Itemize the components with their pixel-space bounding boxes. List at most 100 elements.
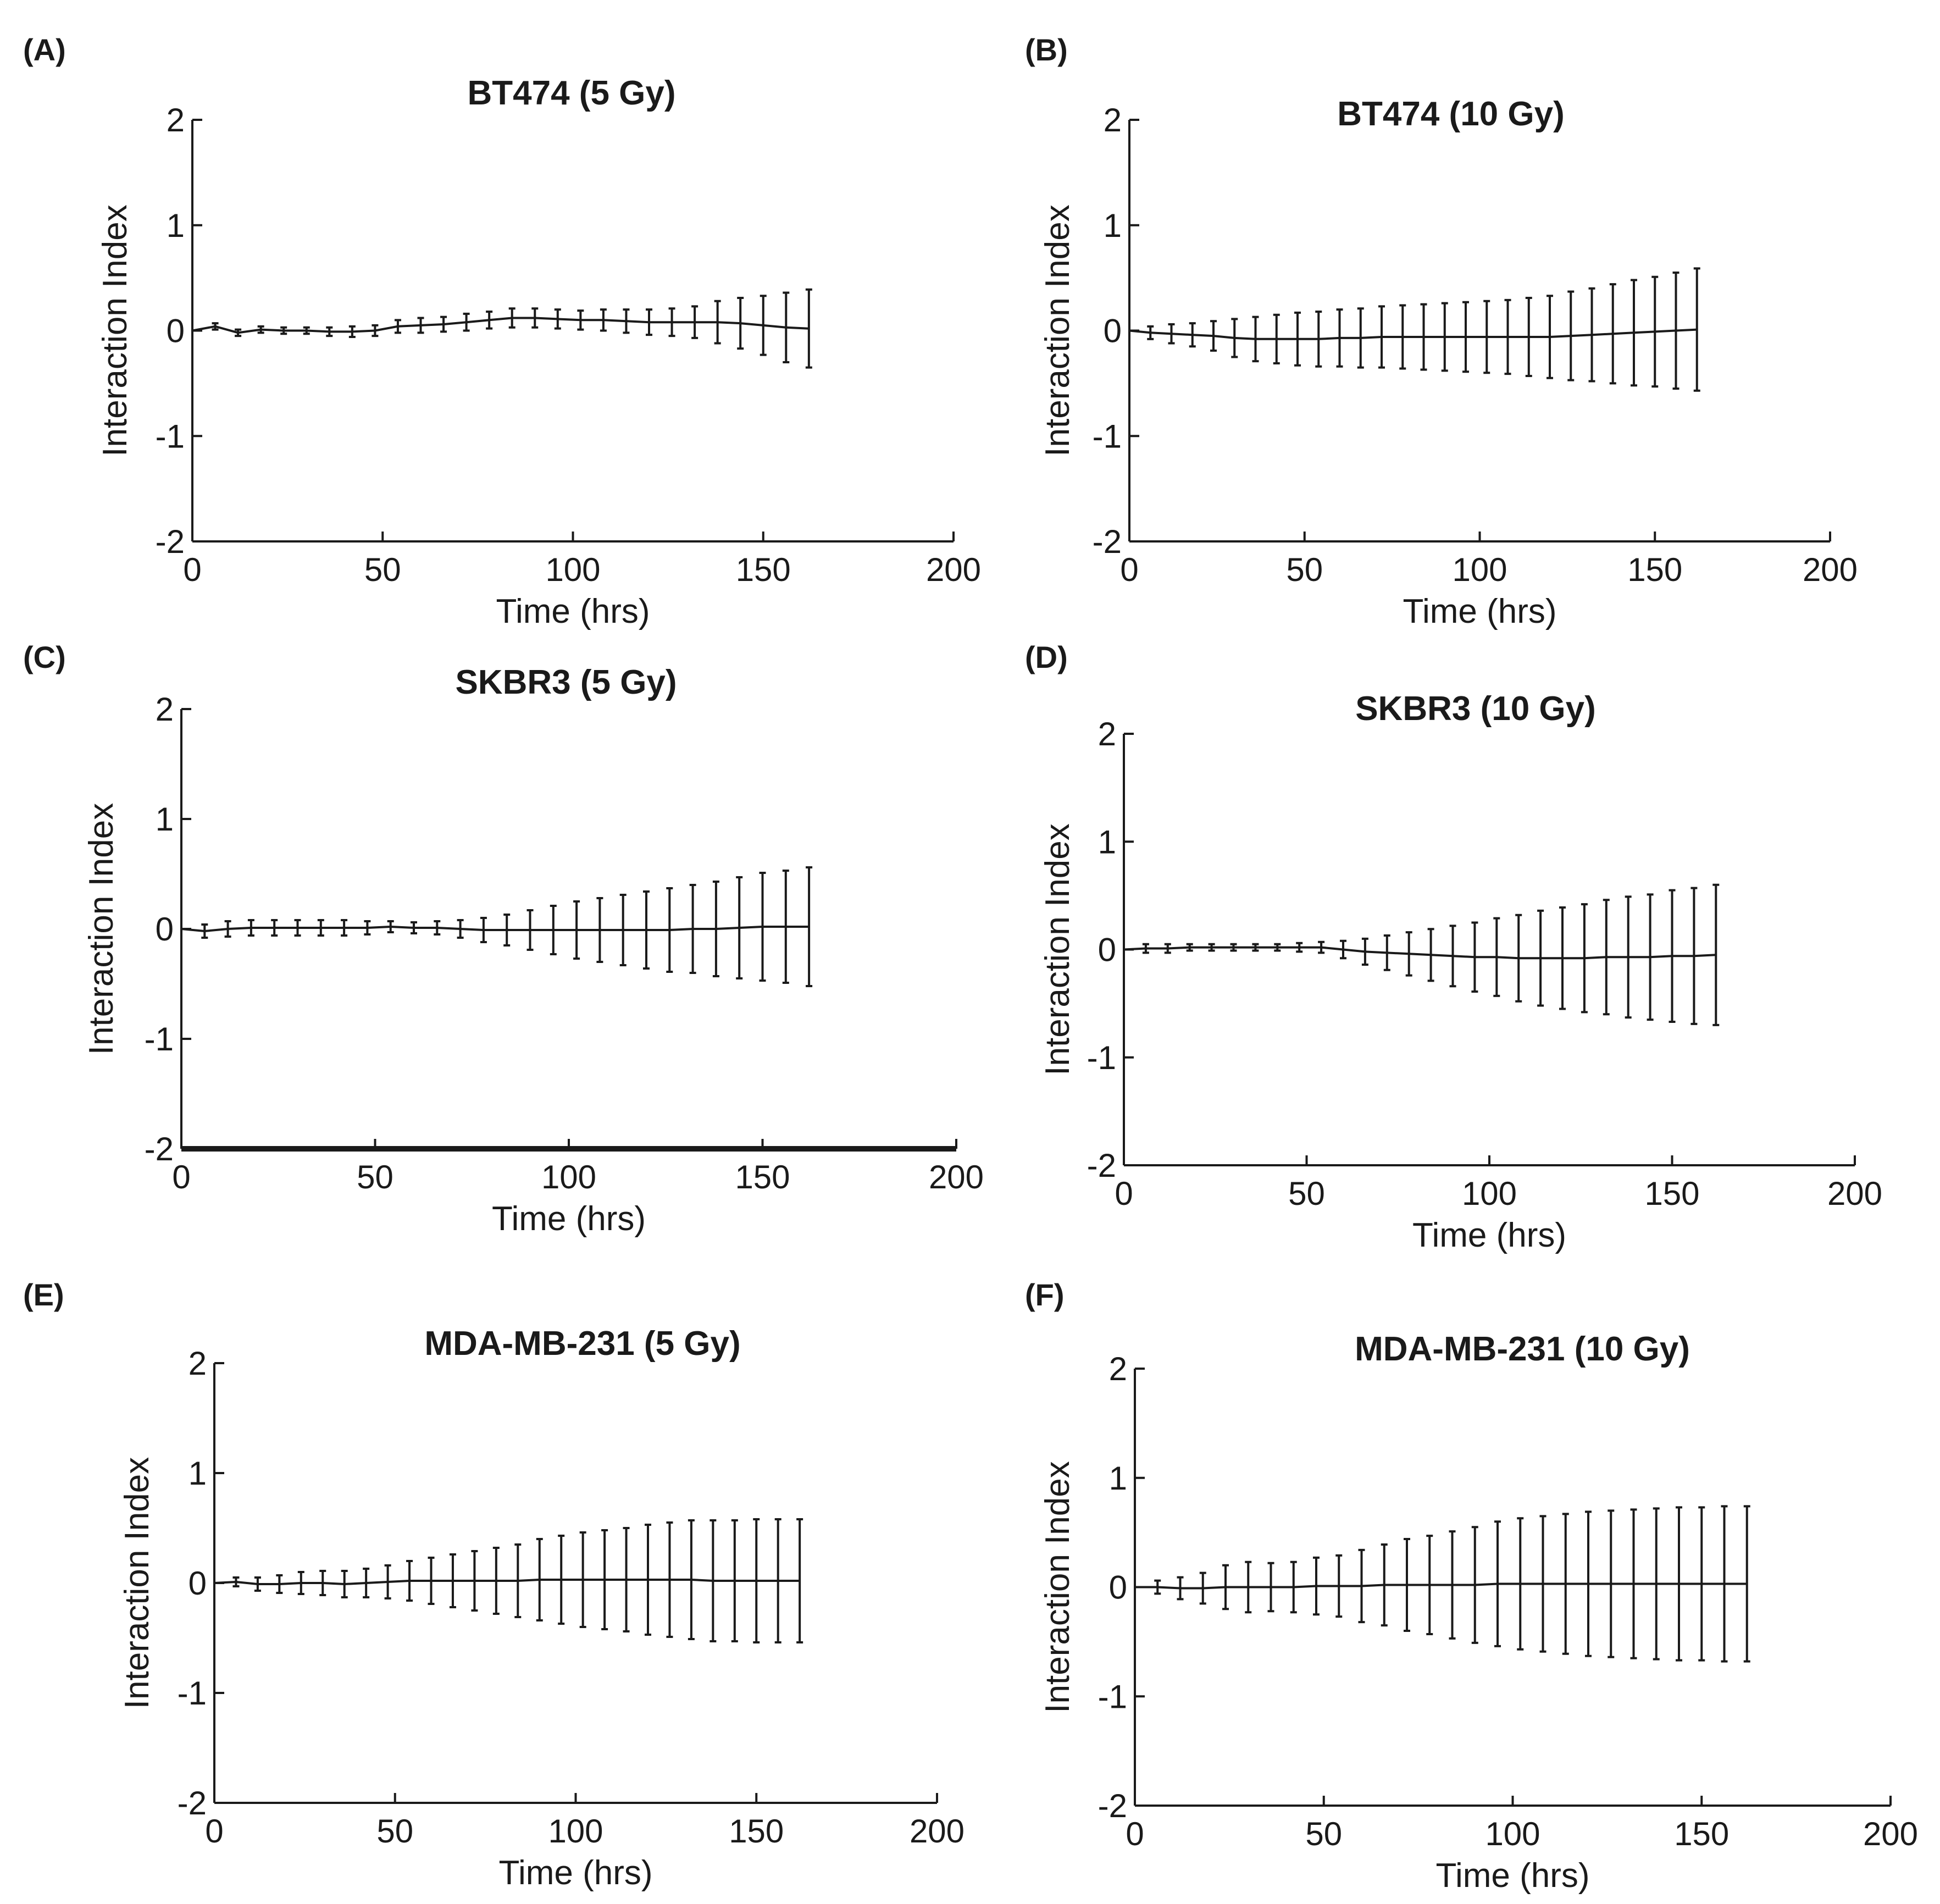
error-bar: [1585, 1510, 1592, 1657]
error-bar: [1462, 301, 1469, 373]
y-tick-label: -1: [145, 1021, 174, 1058]
error-bar: [688, 1519, 695, 1640]
error-bar: [276, 1574, 283, 1594]
x-tick-label: 150: [729, 1813, 784, 1850]
error-bar: [247, 919, 254, 937]
error-bar: [645, 1524, 651, 1636]
error-bar: [1608, 1509, 1615, 1658]
error-bar: [1296, 942, 1303, 953]
y-tick-label: 0: [1098, 932, 1116, 968]
error-bar: [428, 1557, 435, 1605]
error-bar: [1357, 307, 1364, 369]
x-tick-label: 50: [357, 1159, 393, 1195]
error-bar: [1581, 903, 1588, 1014]
panel-letter: (E): [23, 1277, 64, 1312]
error-bar: [1186, 943, 1193, 952]
y-axis-label: Interaction Index: [1039, 823, 1077, 1075]
y-tick-label: -1: [178, 1675, 207, 1712]
x-tick-label: 200: [926, 551, 981, 588]
error-bar: [1471, 1526, 1478, 1644]
error-bar: [294, 919, 301, 937]
error-bar: [1515, 914, 1522, 1003]
x-tick-label: 150: [1627, 551, 1682, 588]
error-bar: [691, 305, 699, 339]
error-bar: [806, 866, 813, 987]
error-bar: [774, 1518, 781, 1643]
error-bar: [457, 919, 464, 939]
error-bar: [1273, 313, 1280, 364]
error-bar: [737, 297, 744, 350]
x-tick-label: 150: [735, 1159, 790, 1195]
error-bar: [232, 1576, 240, 1587]
error-bar: [1647, 893, 1654, 1021]
error-bar: [1313, 1556, 1320, 1616]
error-bar: [531, 307, 539, 329]
chart-panel-f: (F) MDA-MB-231 (10 Gy) -2 -1 0 1 2 0 50 100 150 200…: [1025, 1277, 1918, 1895]
error-bar: [710, 1519, 717, 1642]
error-bar: [619, 894, 627, 966]
x-tick-label: 150: [1674, 1816, 1729, 1852]
error-bar: [1335, 1554, 1343, 1618]
error-bar: [254, 1576, 261, 1592]
error-bar: [1318, 940, 1325, 954]
error-bar: [1230, 943, 1237, 952]
error-bar: [1693, 267, 1700, 392]
error-bar: [1315, 310, 1322, 368]
error-bar: [1698, 1506, 1705, 1662]
y-tick-label: -2: [1093, 523, 1122, 560]
error-bar: [372, 324, 379, 337]
error-bar: [1340, 939, 1346, 960]
y-tick-label: 1: [1109, 1460, 1127, 1497]
y-axis-label: Interaction Index: [118, 1457, 156, 1709]
x-tick-label: 0: [1126, 1816, 1144, 1852]
y-tick-label: 2: [189, 1345, 207, 1382]
y-tick-label: 1: [1098, 823, 1116, 860]
error-bar: [1142, 943, 1149, 954]
y-tick-label: 1: [189, 1455, 207, 1492]
error-bar: [449, 1553, 456, 1608]
error-bar: [1625, 895, 1632, 1019]
series-line: [214, 1579, 800, 1586]
error-bar: [1154, 1579, 1161, 1595]
error-bar: [235, 328, 242, 337]
error-bar: [1378, 305, 1385, 369]
panel-letter: (C): [23, 640, 66, 674]
x-axis-label: Time (hrs): [492, 1200, 646, 1238]
error-bar: [1267, 1562, 1274, 1613]
error-bar: [514, 1543, 522, 1618]
y-tick-label: 2: [1098, 716, 1116, 752]
error-bar: [326, 326, 333, 337]
error-bar: [1669, 889, 1676, 1023]
error-bar: [1483, 300, 1490, 374]
x-tick-label: 0: [1120, 551, 1138, 588]
error-bar: [1567, 290, 1575, 381]
error-bar: [712, 881, 719, 977]
error-bar: [782, 870, 789, 984]
chart-title: MDA-MB-231 (10 Gy): [1355, 1330, 1690, 1368]
error-bar: [1358, 1548, 1365, 1624]
error-bar: [666, 1521, 673, 1638]
error-bar: [1426, 1535, 1433, 1635]
x-tick-label: 200: [929, 1159, 984, 1195]
y-tick-label: -2: [1098, 1787, 1127, 1824]
chart-panel-b: (B) BT474 (10 Gy) -2 -1 0 1 2 0 50 100 150 200 Time …: [1025, 32, 1858, 630]
error-bar: [623, 308, 630, 334]
error-bar: [1690, 887, 1698, 1025]
error-bar: [1588, 287, 1595, 383]
error-bar: [508, 307, 516, 329]
y-tick-label: -1: [1098, 1678, 1127, 1715]
x-tick-label: 100: [1452, 551, 1507, 588]
x-tick-label: 100: [545, 551, 600, 588]
error-bar: [434, 920, 441, 936]
y-tick-label: 1: [156, 801, 174, 838]
chart-panel-c: (C) SKBR3 (5 Gy) -2 -1 0 1 2 0 50 100 150 200 Time (…: [23, 640, 984, 1238]
error-bar: [1721, 1505, 1728, 1663]
error-bar: [1147, 325, 1154, 340]
series-line: [181, 925, 810, 933]
chart-panel-a: (A) BT474 (5 Gy) -2 -1 0 1 2 0 50 100 150 200 Time (…: [23, 32, 981, 630]
chart-title: SKBR3 (5 Gy): [455, 663, 677, 701]
error-bar: [271, 919, 278, 937]
error-bar: [1208, 943, 1215, 952]
chart-title: BT474 (10 Gy): [1337, 95, 1565, 133]
error-bar: [297, 1571, 304, 1595]
